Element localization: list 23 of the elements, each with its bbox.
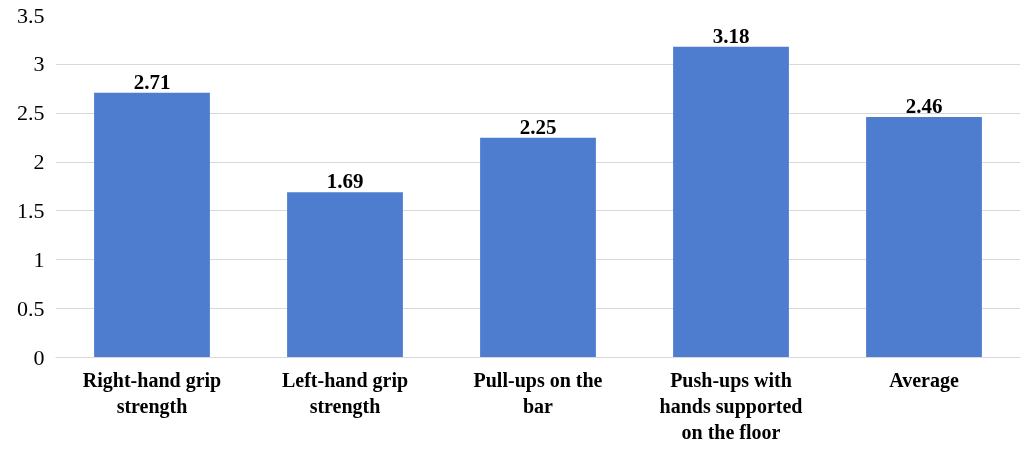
x-tick-label: Right-hand grip strength [82,368,222,418]
bar [866,117,982,358]
bar [287,192,403,358]
y-tick-label: 0 [33,344,45,370]
x-tick-label: Average [889,368,959,392]
bar [480,137,596,358]
data-label: 2.71 [133,69,171,94]
y-tick-label: 1 [33,246,45,272]
y-tick-label: 3 [33,51,45,77]
data-label: 2.46 [905,94,943,119]
x-tick-label: Pull-ups on the bar [473,368,603,417]
bar [94,92,210,358]
y-tick-label: 1.5 [17,197,45,223]
y-tick-label: 2 [33,149,45,175]
data-label: 1.69 [326,169,364,194]
y-tick-label: 2.5 [17,100,45,126]
data-label: 3.18 [712,23,750,48]
y-tick-label: 3.5 [17,2,45,28]
data-label: 2.25 [519,114,557,139]
x-tick-label: Push-ups with hands supported on the floor [659,368,803,444]
bar [673,46,789,358]
y-tick-label: 0.5 [17,295,45,321]
x-tick-label: Left-hand grip strength [281,368,409,418]
